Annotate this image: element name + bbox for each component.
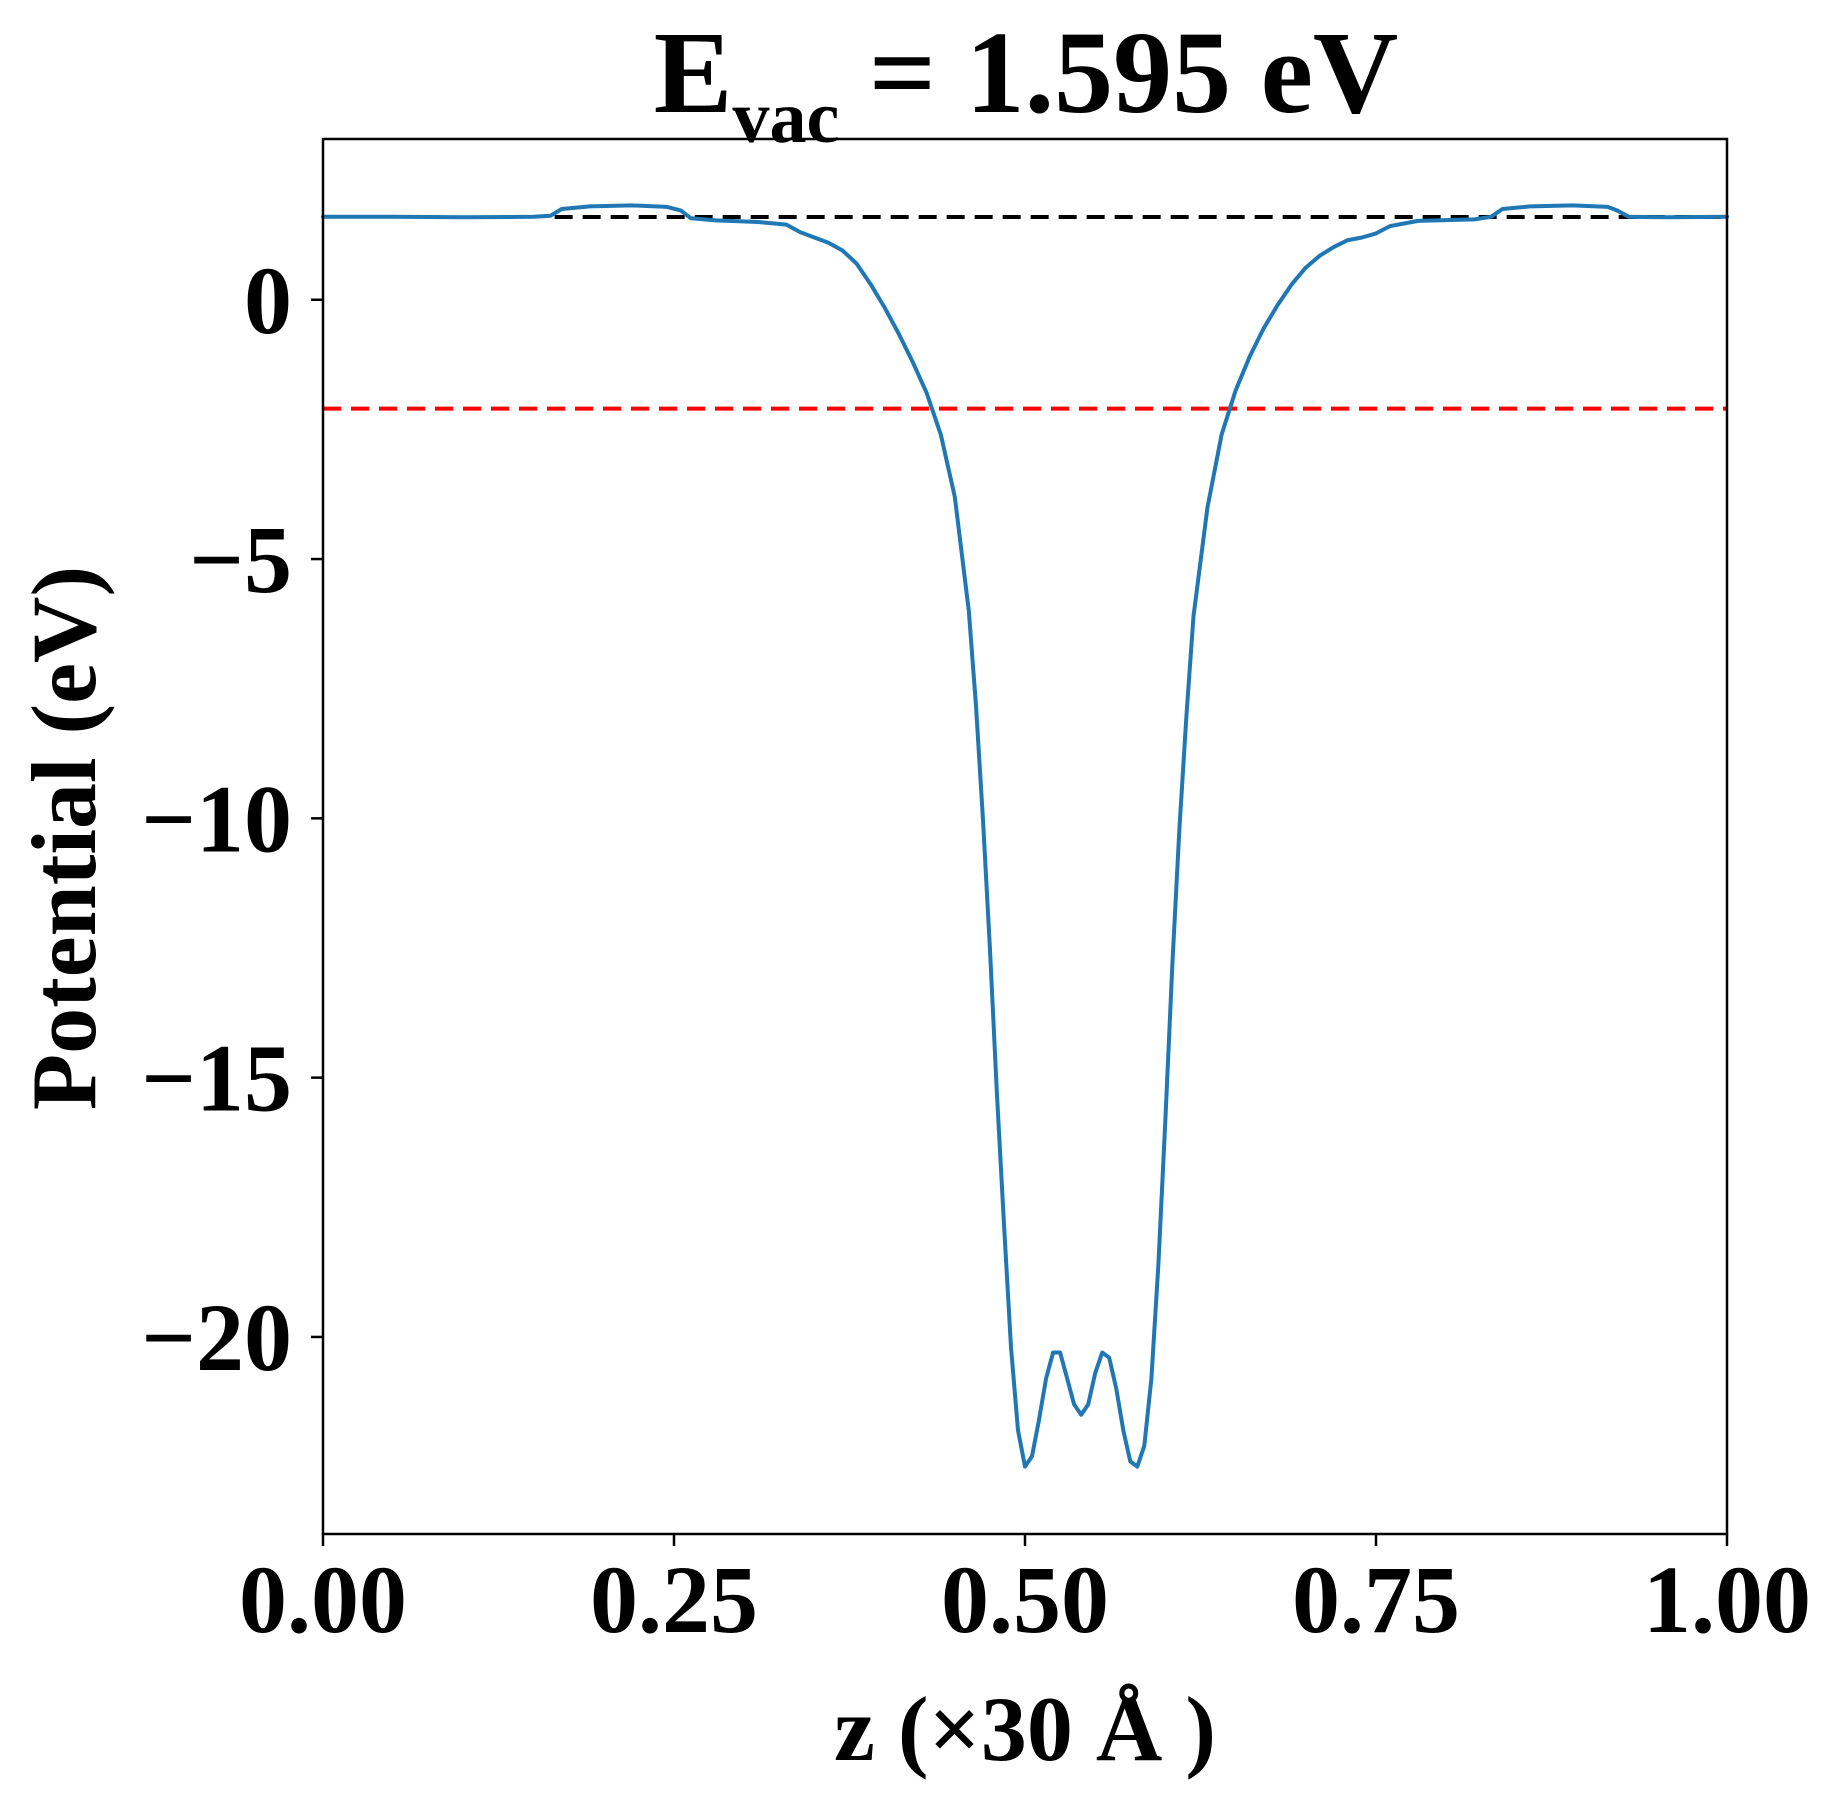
series-group (321, 203, 1729, 1469)
plot-area (321, 203, 1729, 1469)
y-tick-label: 0 (244, 247, 292, 354)
x-tick-label: 0.25 (590, 1546, 758, 1653)
series-line-0 (321, 203, 1729, 1469)
reference-lines (323, 215, 1727, 411)
x-tick-label: 1.00 (1643, 1546, 1811, 1653)
x-tick-label: 0.00 (239, 1546, 407, 1653)
x-axis: 0.00 0.25 0.50 0.75 1.00 (239, 1534, 1811, 1653)
y-tick-label: −15 (141, 1025, 292, 1132)
title-main: E (654, 7, 733, 138)
y-axis-label: Potential (eV) (13, 566, 115, 1110)
plot-frame (321, 137, 1729, 1536)
x-axis-label: z (×30 Å ) (834, 1678, 1216, 1780)
y-axis: 0 −5 −10 −15 −20 (141, 247, 323, 1391)
title-subscript: vac (733, 77, 840, 159)
x-tick-label: 0.75 (1292, 1546, 1460, 1653)
y-tick-label: −10 (141, 765, 292, 872)
title-rest: = 1.595 eV (839, 7, 1398, 138)
y-tick-label: −20 (141, 1284, 292, 1391)
x-tick-label: 0.50 (941, 1546, 1109, 1653)
y-tick-label: −5 (189, 506, 292, 613)
chart-title: Evac = 1.595 eV (654, 7, 1398, 159)
